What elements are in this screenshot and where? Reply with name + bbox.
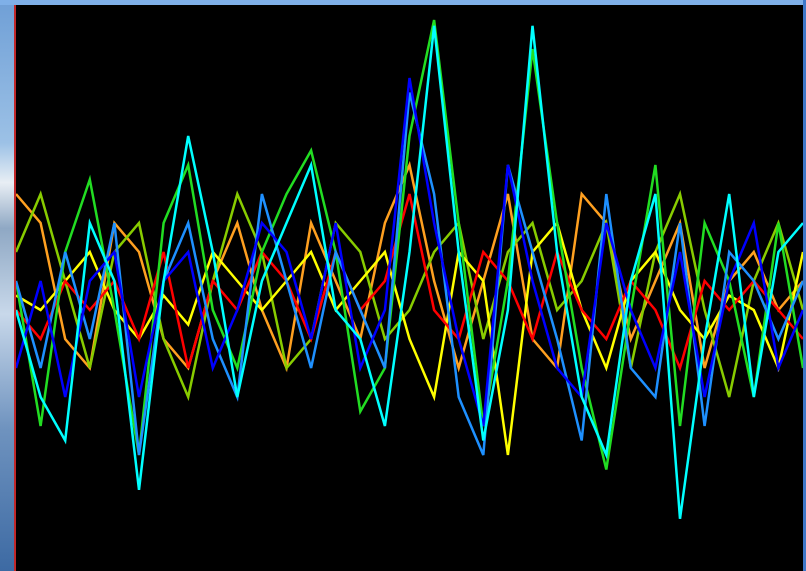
waveform-line <box>16 160 803 373</box>
waveform-line <box>16 77 803 427</box>
window-border <box>14 0 16 571</box>
waveform-line <box>16 189 803 402</box>
waveform-line <box>16 92 803 456</box>
window-right-border <box>803 0 806 571</box>
desktop-background <box>0 0 14 571</box>
waveform-view <box>16 5 803 571</box>
window-top-border <box>0 0 806 5</box>
waveform-line <box>16 19 803 470</box>
waveform-line <box>16 25 803 519</box>
